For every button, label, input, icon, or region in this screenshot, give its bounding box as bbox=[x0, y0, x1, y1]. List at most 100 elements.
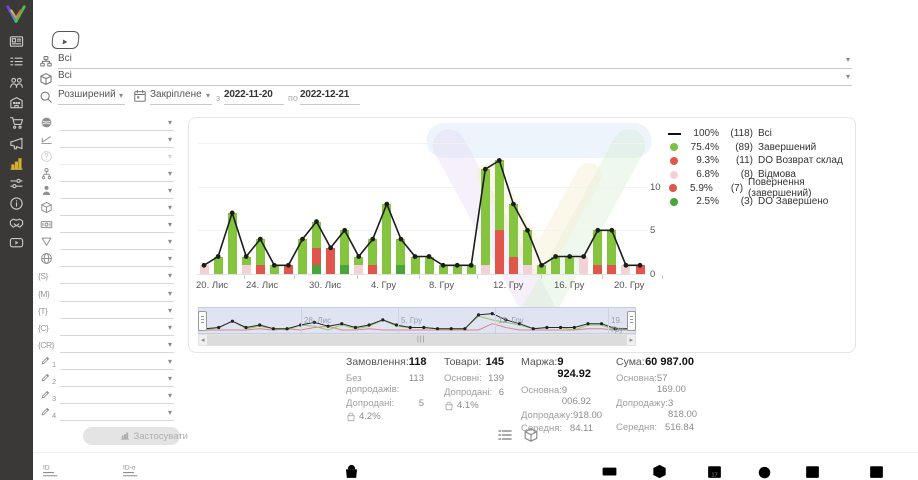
filter-select[interactable]: ▾ bbox=[60, 150, 174, 165]
department-select[interactable]: Всі ▾ bbox=[58, 53, 852, 69]
column-icon-ID[interactable]: ID bbox=[42, 463, 60, 480]
brush-handle-left[interactable] bbox=[198, 311, 207, 331]
bar-segment-vidmova bbox=[199, 265, 209, 274]
filter-select[interactable]: ▾ bbox=[60, 133, 174, 148]
brush-handle-right[interactable] bbox=[627, 311, 636, 331]
sidebar-item-users[interactable] bbox=[0, 75, 33, 91]
products-table-toggle[interactable] bbox=[523, 427, 539, 443]
sidebar-item-card[interactable] bbox=[0, 34, 33, 50]
legend-item[interactable]: 9.3% (11) DO Возврат склад bbox=[667, 154, 855, 168]
column-icon-17[interactable]: 17 bbox=[706, 463, 723, 480]
chevron-down-icon: ▾ bbox=[167, 186, 172, 195]
filter-select[interactable]: ▾ bbox=[60, 321, 174, 336]
filter-select[interactable]: ▾ bbox=[60, 287, 174, 302]
scroll-left-arrow[interactable]: ◂ bbox=[201, 337, 205, 344]
bar-segment-zavershenyi bbox=[494, 160, 504, 231]
sidebar-item-cart[interactable] bbox=[0, 115, 33, 131]
product-select[interactable]: Всі ▾ bbox=[58, 70, 852, 86]
slope-icon bbox=[40, 133, 53, 146]
filter-select[interactable]: ▾ bbox=[60, 355, 174, 370]
bar-segment-do_zaversheno bbox=[396, 265, 406, 274]
bar-segment-zavershenyi bbox=[537, 265, 546, 274]
filter-select[interactable]: ▾ bbox=[60, 338, 174, 353]
filter-select[interactable]: ▾ bbox=[60, 218, 174, 233]
chart-icon bbox=[9, 156, 24, 171]
chevron-down-icon: ▾ bbox=[167, 391, 172, 400]
sidebar-item-video[interactable] bbox=[0, 235, 33, 251]
video-icon bbox=[9, 235, 24, 250]
orders-table-toggle[interactable] bbox=[497, 427, 513, 443]
building-icon bbox=[9, 95, 24, 110]
column-icon-calendar-edit[interactable] bbox=[868, 463, 885, 480]
filter-select[interactable]: ▾ bbox=[60, 372, 174, 387]
date-to-input[interactable]: 2022-12-21 bbox=[300, 89, 360, 105]
filter-select[interactable]: ▾ bbox=[60, 201, 174, 216]
legend-item[interactable]: 2.5% (3) DO Завершено bbox=[667, 195, 855, 209]
apply-filters-button[interactable]: Застосувати bbox=[83, 427, 188, 445]
x-tick-label: 24. Лис bbox=[246, 280, 279, 291]
sidebar-item-info[interactable] bbox=[0, 196, 33, 212]
chevron-down-icon: ▾ bbox=[167, 254, 172, 263]
mini-chart-brush[interactable]: 28. Лис 5. Гру 12. Гру 19. Гру bbox=[198, 307, 636, 334]
tree-icon bbox=[40, 167, 53, 180]
chevron-down-icon: ▾ bbox=[167, 323, 172, 332]
bar-segment-zavershenyi bbox=[480, 169, 490, 266]
filter-select[interactable]: ▾ bbox=[60, 304, 174, 319]
legend-item[interactable]: 75.4% (89) Завершений bbox=[667, 141, 855, 155]
x-tick-label: 4. Гру bbox=[371, 280, 397, 291]
bar-segment-vidmova bbox=[241, 265, 251, 274]
sidebar-item-list[interactable] bbox=[0, 54, 33, 70]
filter-select[interactable]: ▾ bbox=[60, 269, 174, 284]
chart-scrollbar[interactable]: ◂ ||| ▸ bbox=[198, 334, 636, 346]
tag-CR-icon: {CR} bbox=[38, 340, 54, 350]
chevron-down-icon: ▾ bbox=[167, 237, 172, 246]
filter-select[interactable]: ▾ bbox=[60, 389, 174, 404]
legend-item[interactable]: 100% (118) Всі bbox=[667, 127, 855, 141]
column-icon-clock[interactable] bbox=[756, 463, 773, 480]
bar-segment-zavershenyi bbox=[424, 256, 434, 274]
column-icon-cube[interactable] bbox=[651, 463, 668, 480]
column-icon-money[interactable] bbox=[601, 463, 618, 480]
dot-swatch bbox=[670, 170, 678, 179]
bar-segment-zavershenyi bbox=[368, 239, 378, 266]
filter-select[interactable]: ▾ bbox=[60, 252, 174, 267]
column-icon-bag[interactable] bbox=[343, 463, 360, 480]
sidebar-item-handshake[interactable] bbox=[0, 215, 33, 231]
bar-segment-povernennia bbox=[607, 265, 617, 274]
chevron-down-icon: ▾ bbox=[845, 72, 850, 81]
scrollbar-thumb[interactable]: ||| bbox=[207, 335, 627, 345]
sidebar-item-chart[interactable] bbox=[0, 156, 33, 172]
bar-segment-zavershenyi bbox=[241, 256, 251, 266]
filter-select[interactable]: ▾ bbox=[60, 184, 174, 199]
app-logo-icon[interactable] bbox=[5, 4, 27, 24]
filter-select[interactable]: ▾ bbox=[60, 235, 174, 250]
bar-segment-do_zaversheno bbox=[312, 265, 321, 274]
chevron-down-icon: ▾ bbox=[167, 289, 172, 298]
date-to-label: по bbox=[288, 93, 298, 103]
globe-grid-icon bbox=[40, 252, 53, 265]
period-mode-select[interactable]: Закріплене ▾ bbox=[150, 89, 212, 105]
date-from-input[interactable]: 2022-11-20 bbox=[224, 89, 284, 105]
sliders-icon bbox=[9, 176, 24, 191]
video-help-button[interactable] bbox=[51, 31, 80, 49]
dot-swatch bbox=[670, 143, 678, 152]
filter-select[interactable]: ▾ bbox=[60, 167, 174, 182]
cart-icon bbox=[9, 115, 24, 130]
filter-select[interactable]: ▾ bbox=[60, 116, 174, 131]
column-icon-calendar-download[interactable] bbox=[804, 463, 821, 480]
period-mode-value: Закріплене bbox=[150, 89, 202, 100]
search-mode-select[interactable]: Розширений ▾ bbox=[58, 89, 125, 105]
card-icon bbox=[9, 34, 24, 49]
scroll-right-arrow[interactable]: ▸ bbox=[629, 337, 633, 344]
legend-item[interactable]: 5.9% (7) Повернення (завершений) bbox=[667, 177, 855, 199]
svg-text:ID-o: ID-o bbox=[123, 464, 136, 471]
sidebar-item-sliders[interactable] bbox=[0, 176, 33, 192]
legend-item[interactable]: 6.8% (8) Відмова bbox=[667, 168, 855, 182]
sidebar-item-building[interactable] bbox=[0, 95, 33, 111]
bar-segment-zavershenyi bbox=[438, 265, 448, 274]
apply-label: Застосувати bbox=[133, 431, 188, 442]
filter-select[interactable]: ▾ bbox=[60, 406, 174, 421]
bar-segment-zavershenyi bbox=[593, 230, 603, 266]
sidebar-item-megaphone[interactable] bbox=[0, 136, 33, 152]
column-icon-ID-o[interactable]: ID-o bbox=[122, 463, 140, 480]
